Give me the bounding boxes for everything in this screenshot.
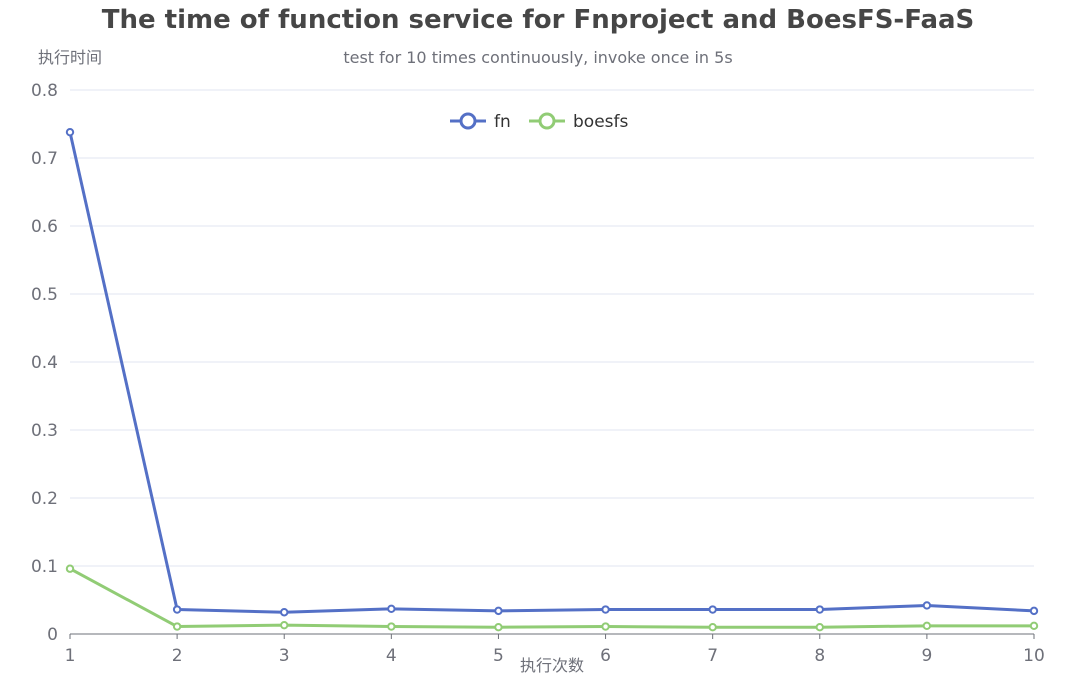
data-point-fn <box>708 605 717 614</box>
data-point-fn <box>494 606 503 616</box>
data-point-boesfs <box>65 564 75 573</box>
data-point-fn <box>1029 606 1039 616</box>
x-tick-label: 8 <box>814 646 825 666</box>
data-point-fn <box>601 605 610 614</box>
data-point-boesfs <box>494 623 503 632</box>
series-lines <box>65 127 1039 632</box>
y-tick-label: 0.5 <box>31 285 58 305</box>
x-tick-label: 9 <box>921 646 932 666</box>
x-tick-label: 2 <box>172 646 183 666</box>
data-point-boesfs <box>708 623 717 632</box>
legend[interactable]: fn boesfs <box>450 112 628 132</box>
legend-label-fn: fn <box>494 112 511 132</box>
x-tick-label: 7 <box>707 646 718 666</box>
legend-marker-boesfs <box>538 112 556 130</box>
chart-subtitle: test for 10 times continuously, invoke o… <box>343 48 732 67</box>
data-point-boesfs <box>280 620 289 630</box>
y-tick-label: 0.3 <box>31 421 58 441</box>
chart-title: The time of function service for Fnproje… <box>102 5 975 35</box>
data-point-fn <box>172 605 182 614</box>
x-tick-label: 6 <box>600 646 611 666</box>
data-point-fn <box>922 601 932 610</box>
x-tick-label: 3 <box>279 646 290 666</box>
x-tick-label: 5 <box>493 646 504 666</box>
data-point-boesfs <box>815 623 824 632</box>
y-axis-name: 执行时间 <box>38 48 102 67</box>
x-tick-label: 4 <box>386 646 397 666</box>
data-point-fn <box>815 605 824 614</box>
y-tick-label: 0.8 <box>31 81 58 101</box>
y-tick-label: 0.2 <box>31 489 58 509</box>
data-point-fn <box>65 127 75 137</box>
data-point-boesfs <box>172 622 182 631</box>
data-point-boesfs <box>1029 621 1039 631</box>
data-point-boesfs <box>387 622 396 631</box>
y-tick-label: 0.6 <box>31 217 58 237</box>
series-line-boesfs <box>68 567 1036 629</box>
x-tick-label: 1 <box>65 646 76 666</box>
y-tick-label: 0.7 <box>31 149 58 169</box>
axes: 0 0.1 0.2 0.3 0.4 0.5 0.6 0.7 0.8 1 2 3 4 5 6 7 8 9 10 <box>31 81 1045 666</box>
legend-marker-fn <box>459 112 477 130</box>
y-tick-label: 0.4 <box>31 353 58 373</box>
data-point-fn <box>387 604 396 614</box>
data-point-boesfs <box>922 621 932 631</box>
x-tick-label: 10 <box>1023 646 1045 666</box>
series-line-fn <box>68 130 1036 614</box>
data-point-fn <box>280 608 289 617</box>
grid-lines <box>70 89 1034 567</box>
y-tick-label: 0.1 <box>31 557 58 577</box>
data-point-boesfs <box>601 622 610 631</box>
legend-label-boesfs: boesfs <box>573 112 628 132</box>
y-tick-label: 0 <box>47 625 58 645</box>
x-axis-name: 执行次数 <box>520 656 584 675</box>
